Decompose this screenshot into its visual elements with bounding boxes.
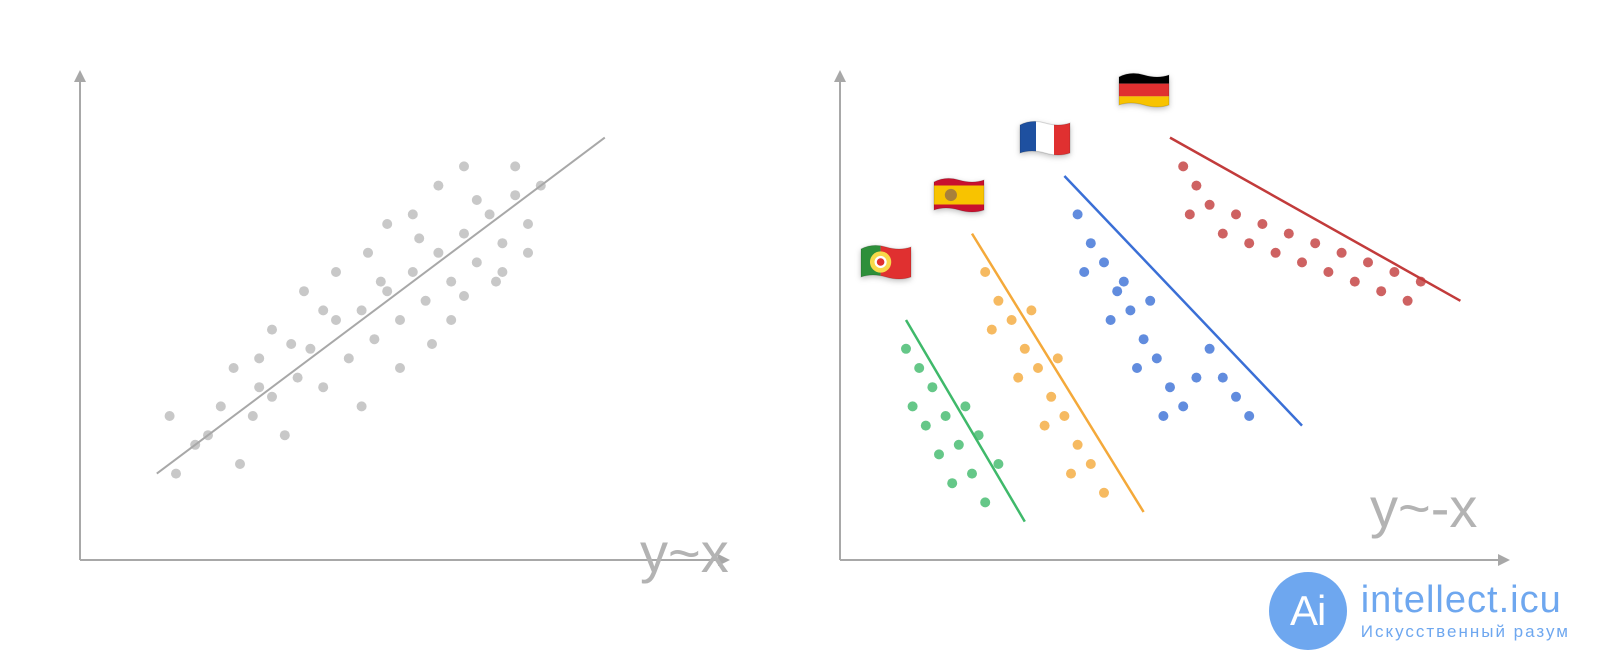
spain-flag-icon: [932, 176, 986, 214]
left-chart: [70, 70, 730, 570]
watermark-logo-icon: Ai: [1269, 572, 1347, 650]
right-equation-label: y~-x: [1370, 475, 1477, 540]
portugal-flag-icon: [859, 243, 913, 281]
watermark-logo-text: Ai: [1290, 587, 1325, 635]
watermark: Ai intellect.icu Искусственный разум: [1269, 572, 1570, 650]
watermark-subtitle: Искусственный разум: [1361, 623, 1570, 641]
france-flag-icon: [1018, 119, 1072, 157]
left-equation-label: y~x: [640, 520, 729, 585]
stage: y~x y~-x Ai intellect.icu Искусственный …: [0, 0, 1600, 668]
watermark-title: intellect.icu: [1361, 581, 1570, 621]
germany-flag-icon: [1117, 71, 1171, 109]
